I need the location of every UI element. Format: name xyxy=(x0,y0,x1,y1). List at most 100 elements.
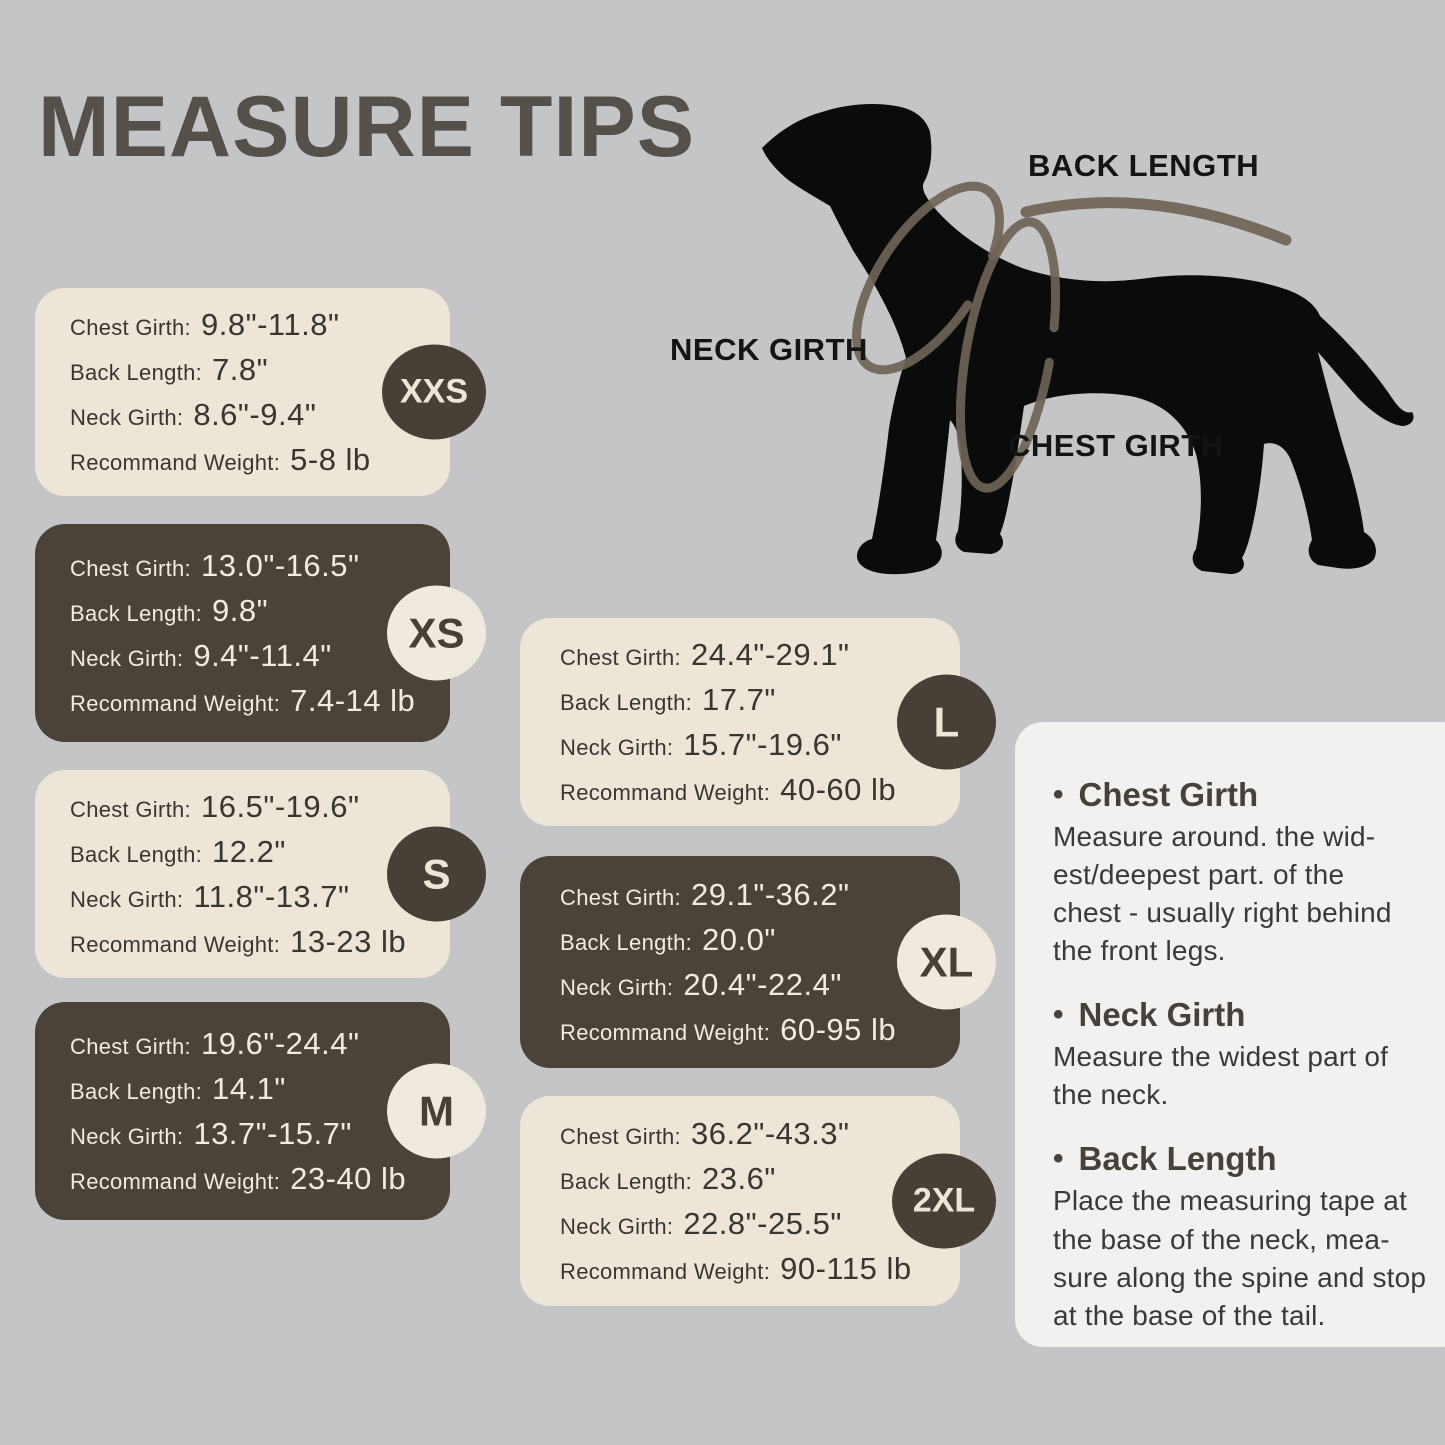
weight-row: Recommand Weight: 40-60 lb xyxy=(560,772,960,808)
chest-girth-field-label: Chest Girth: xyxy=(70,314,191,340)
back-length-value: 20.0" xyxy=(702,921,776,957)
weight-value: 23-40 lb xyxy=(290,1160,407,1196)
neck-girth-value: 13.7"-15.7" xyxy=(193,1115,352,1151)
back-length-row: Back Length: 17.7" xyxy=(560,682,960,718)
neck-girth-value: 9.4"-11.4" xyxy=(193,637,332,673)
weight-field-label: Recommand Weight: xyxy=(70,1168,281,1194)
size-card-m: Chest Girth: 19.6"-24.4" Back Length: 14… xyxy=(35,1002,486,1220)
back-length-arc xyxy=(1020,197,1292,246)
neck-girth-row: Neck Girth: 15.7"-19.6" xyxy=(560,727,960,763)
neck-girth-field-label: Neck Girth: xyxy=(70,1123,184,1149)
size-badge-s: S xyxy=(387,826,486,922)
neck-girth-field-label: Neck Girth: xyxy=(70,404,184,430)
neck-girth-value: 15.7"-19.6" xyxy=(683,726,842,762)
tip-body: Measure around. the wid- est/deepest par… xyxy=(1053,821,1392,967)
tip-heading: Back Length xyxy=(1078,1140,1277,1178)
size-card-2xl: Chest Girth: 36.2"-43.3" Back Length: 23… xyxy=(520,1096,996,1306)
back-length-value: 12.2" xyxy=(212,833,286,869)
chest-girth-field-label: Chest Girth: xyxy=(560,1123,681,1149)
chest-girth-field-label: Chest Girth: xyxy=(560,644,681,670)
back-length-value: 14.1" xyxy=(212,1070,286,1106)
tip-neck-girth: • Neck Girth Measure the widest part of … xyxy=(1053,996,1445,1114)
neck-girth-field-label: Neck Girth: xyxy=(560,734,674,760)
chest-girth-value: 24.4"-29.1" xyxy=(690,636,850,672)
bullet-icon: • xyxy=(1053,778,1064,811)
weight-value: 7.4-14 lb xyxy=(290,682,416,718)
weight-value: 40-60 lb xyxy=(780,771,897,807)
size-badge-2xl: 2XL xyxy=(892,1153,996,1249)
chest-girth-field-label: Chest Girth: xyxy=(70,1033,191,1059)
neck-girth-row: Neck Girth: 8.6"-9.4" xyxy=(70,397,450,433)
neck-girth-field-label: Neck Girth: xyxy=(70,886,184,912)
size-badge-l: L xyxy=(897,674,996,770)
back-length-row: Back Length: 12.2" xyxy=(70,834,450,870)
chest-girth-value: 36.2"-43.3" xyxy=(690,1115,850,1151)
tip-heading-row: • Chest Girth xyxy=(1053,776,1445,814)
chest-girth-label: CHEST GIRTH xyxy=(1008,428,1224,463)
bullet-icon: • xyxy=(1053,1142,1064,1176)
dog-measurement-diagram xyxy=(762,104,1414,575)
chest-girth-row: Chest Girth: 36.2"-43.3" xyxy=(560,1116,960,1152)
chest-girth-value: 16.5"-19.6" xyxy=(200,788,360,824)
weight-row: Recommand Weight: 23-40 lb xyxy=(70,1161,450,1197)
page-title: MEASURE TIPS xyxy=(38,79,696,175)
size-badge-xl: XL xyxy=(897,914,996,1010)
chest-girth-row: Chest Girth: 13.0"-16.5" xyxy=(70,548,450,584)
chest-girth-value: 9.8"-11.8" xyxy=(200,306,340,342)
chest-girth-row: Chest Girth: 29.1"-36.2" xyxy=(560,877,960,913)
size-badge-m: M xyxy=(387,1063,486,1159)
chest-girth-arc xyxy=(955,217,1061,493)
size-card-s: Chest Girth: 16.5"-19.6" Back Length: 12… xyxy=(35,770,486,978)
neck-girth-row: Neck Girth: 9.4"-11.4" xyxy=(70,638,450,674)
neck-girth-value: 20.4"-22.4" xyxy=(683,966,842,1002)
weight-value: 90-115 lb xyxy=(780,1250,912,1286)
back-length-row: Back Length: 20.0" xyxy=(560,922,960,958)
weight-value: 60-95 lb xyxy=(780,1011,897,1047)
chest-girth-value: 29.1"-36.2" xyxy=(690,876,850,912)
chest-girth-row: Chest Girth: 9.8"-11.8" xyxy=(70,307,450,343)
chest-girth-field-label: Chest Girth: xyxy=(560,884,681,910)
back-length-row: Back Length: 7.8" xyxy=(70,352,450,388)
neck-girth-field-label: Neck Girth: xyxy=(560,1213,674,1239)
weight-row: Recommand Weight: 60-95 lb xyxy=(560,1012,960,1048)
back-length-row: Back Length: 23.6" xyxy=(560,1161,960,1197)
dog-silhouette xyxy=(762,104,1414,575)
chest-girth-field-label: Chest Girth: xyxy=(70,796,191,822)
chest-girth-value: 13.0"-16.5" xyxy=(200,547,360,583)
weight-field-label: Recommand Weight: xyxy=(560,1258,771,1284)
weight-row: Recommand Weight: 5-8 lb xyxy=(70,442,450,478)
neck-girth-field-label: Neck Girth: xyxy=(560,974,674,1000)
bullet-icon: • xyxy=(1053,998,1064,1032)
neck-girth-label: NECK GIRTH xyxy=(670,332,868,367)
tip-back-length: • Back Length Place the measuring tape a… xyxy=(1053,1140,1445,1334)
size-card-xxs: Chest Girth: 9.8"-11.8" Back Length: 7.8… xyxy=(35,288,486,496)
back-length-field-label: Back Length: xyxy=(560,689,693,715)
back-length-label: BACK LENGTH xyxy=(1028,148,1260,183)
weight-value: 5-8 lb xyxy=(290,441,371,477)
back-length-field-label: Back Length: xyxy=(70,600,203,626)
neck-girth-arc xyxy=(852,181,1004,375)
weight-field-label: Recommand Weight: xyxy=(70,690,281,716)
tip-chest-girth: • Chest Girth Measure around. the wid- e… xyxy=(1053,776,1445,970)
weight-row: Recommand Weight: 13-23 lb xyxy=(70,924,450,960)
tip-heading-row: • Back Length xyxy=(1053,1140,1445,1178)
chest-girth-field-label: Chest Girth: xyxy=(70,555,191,581)
back-length-value: 17.7" xyxy=(702,681,776,717)
back-length-field-label: Back Length: xyxy=(70,359,203,385)
tip-heading: Neck Girth xyxy=(1078,996,1246,1034)
back-length-row: Back Length: 14.1" xyxy=(70,1071,450,1107)
back-length-field-label: Back Length: xyxy=(560,1168,693,1194)
back-length-field-label: Back Length: xyxy=(70,841,203,867)
weight-field-label: Recommand Weight: xyxy=(560,779,771,805)
neck-girth-row: Neck Girth: 13.7"-15.7" xyxy=(70,1116,450,1152)
back-length-field-label: Back Length: xyxy=(70,1078,203,1104)
weight-value: 13-23 lb xyxy=(290,923,407,959)
back-length-value: 7.8" xyxy=(212,351,269,387)
back-length-field-label: Back Length: xyxy=(560,929,693,955)
neck-girth-value: 8.6"-9.4" xyxy=(193,396,317,432)
weight-field-label: Recommand Weight: xyxy=(560,1019,771,1045)
neck-girth-field-label: Neck Girth: xyxy=(70,645,184,671)
back-length-row: Back Length: 9.8" xyxy=(70,593,450,629)
weight-field-label: Recommand Weight: xyxy=(70,449,281,475)
weight-row: Recommand Weight: 7.4-14 lb xyxy=(70,683,450,719)
